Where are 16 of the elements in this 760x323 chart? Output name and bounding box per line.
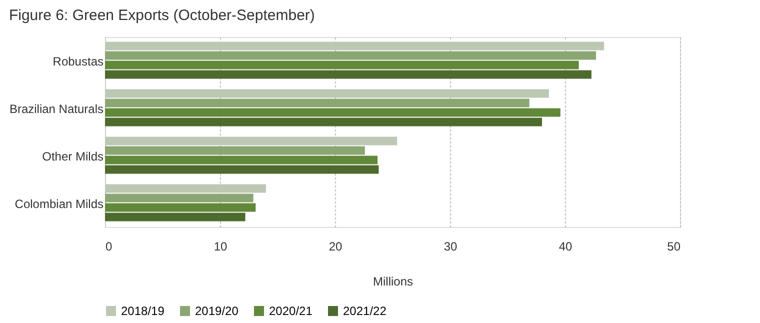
legend-label: 2020/21 [269, 304, 313, 318]
x-tick-label: 30 [444, 240, 458, 254]
x-tick-label: 40 [558, 240, 572, 254]
legend-label: 2021/22 [343, 304, 387, 318]
y-tick-label: Colombian Milds [14, 196, 104, 211]
x-tick-label: 20 [328, 240, 342, 254]
legend-label: 2018/19 [121, 304, 165, 318]
x-axis-title: Millions [372, 274, 414, 288]
y-tick-label: Other Milds [42, 149, 104, 164]
y-tick-label: Brazilian Naturals [9, 102, 104, 116]
x-tick-label: 0 [106, 240, 112, 254]
chart-title: Figure 6: Green Exports (October-September) [8, 7, 315, 24]
legend-label: 2019/20 [195, 304, 239, 318]
y-tick-label: Robustas [52, 54, 104, 68]
x-tick-label: 50 [667, 240, 681, 254]
x-tick-label: 10 [214, 240, 228, 254]
